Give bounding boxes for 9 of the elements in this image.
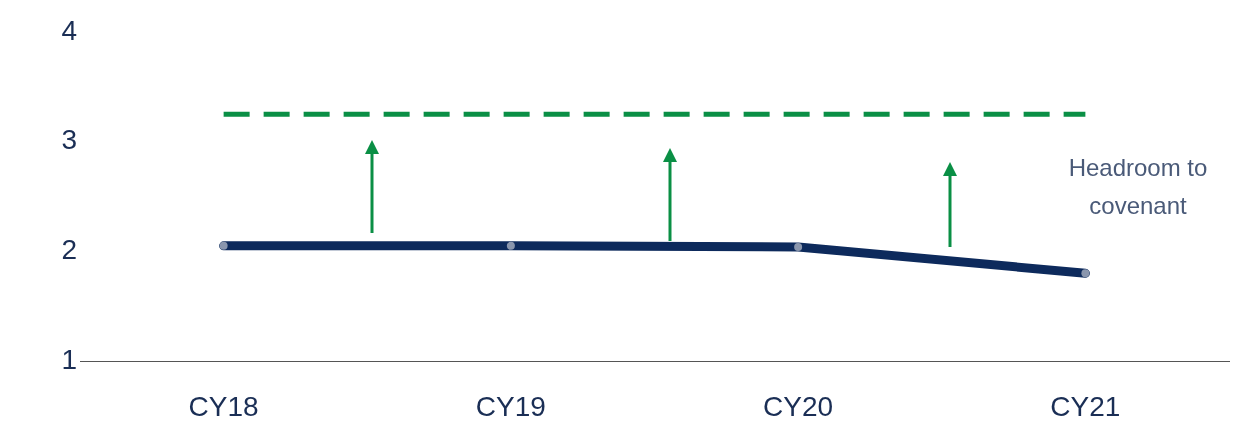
- x-tick-label: CY21: [1050, 390, 1121, 422]
- y-tick-label: 3: [61, 124, 77, 156]
- y-tick-label: 4: [61, 14, 77, 46]
- y-tick-label: 2: [61, 234, 77, 266]
- x-tick-label: CY18: [188, 390, 259, 422]
- annotation: Headroom to covenant: [1068, 154, 1208, 219]
- y-tick-label: 1: [61, 343, 77, 375]
- x-tick-label: CY19: [475, 390, 546, 422]
- x-tick-label: CY20: [763, 390, 834, 422]
